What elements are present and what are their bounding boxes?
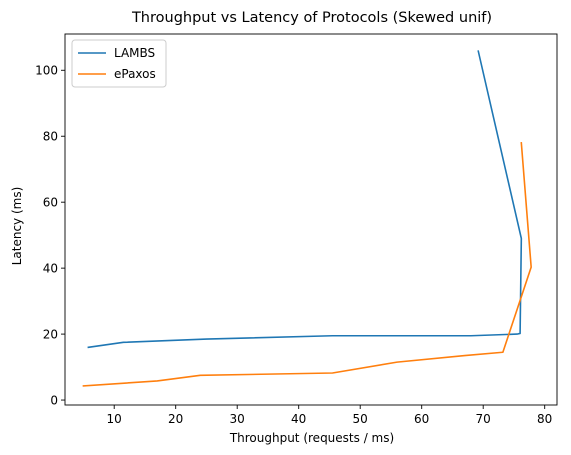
x-tick-label: 50 bbox=[353, 412, 368, 426]
series-line-epaxos bbox=[82, 141, 532, 387]
x-tick-label: 80 bbox=[537, 412, 552, 426]
x-axis-label: Throughput (requests / ms) bbox=[229, 431, 394, 445]
series-line-lambs bbox=[87, 50, 523, 349]
y-tick-label: 80 bbox=[43, 130, 58, 144]
x-tick-label: 60 bbox=[414, 412, 429, 426]
x-tick-label: 70 bbox=[476, 412, 491, 426]
plot-frame bbox=[64, 33, 558, 406]
chart-title: Throughput vs Latency of Protocols (Skew… bbox=[131, 10, 492, 26]
legend-box bbox=[71, 39, 167, 88]
y-tick-label: 60 bbox=[43, 195, 58, 209]
x-tick-label: 10 bbox=[107, 412, 122, 426]
legend-label-lambs: LAMBS bbox=[114, 46, 155, 60]
plot-area bbox=[64, 33, 558, 406]
legend: LAMBS ePaxos bbox=[71, 39, 167, 88]
x-axis: 10 20 30 40 50 60 70 80 bbox=[107, 405, 552, 426]
y-axis-label: Latency (ms) bbox=[10, 187, 24, 266]
y-tick-label: 40 bbox=[43, 261, 58, 275]
y-tick-label: 20 bbox=[43, 327, 58, 341]
y-tick-label: 0 bbox=[50, 393, 58, 407]
x-tick-label: 30 bbox=[230, 412, 245, 426]
y-axis: 0 20 40 60 80 100 bbox=[35, 64, 65, 407]
legend-label-epaxos: ePaxos bbox=[114, 67, 156, 81]
x-tick-label: 20 bbox=[168, 412, 183, 426]
y-tick-label: 100 bbox=[35, 64, 58, 78]
x-tick-label: 40 bbox=[291, 412, 306, 426]
